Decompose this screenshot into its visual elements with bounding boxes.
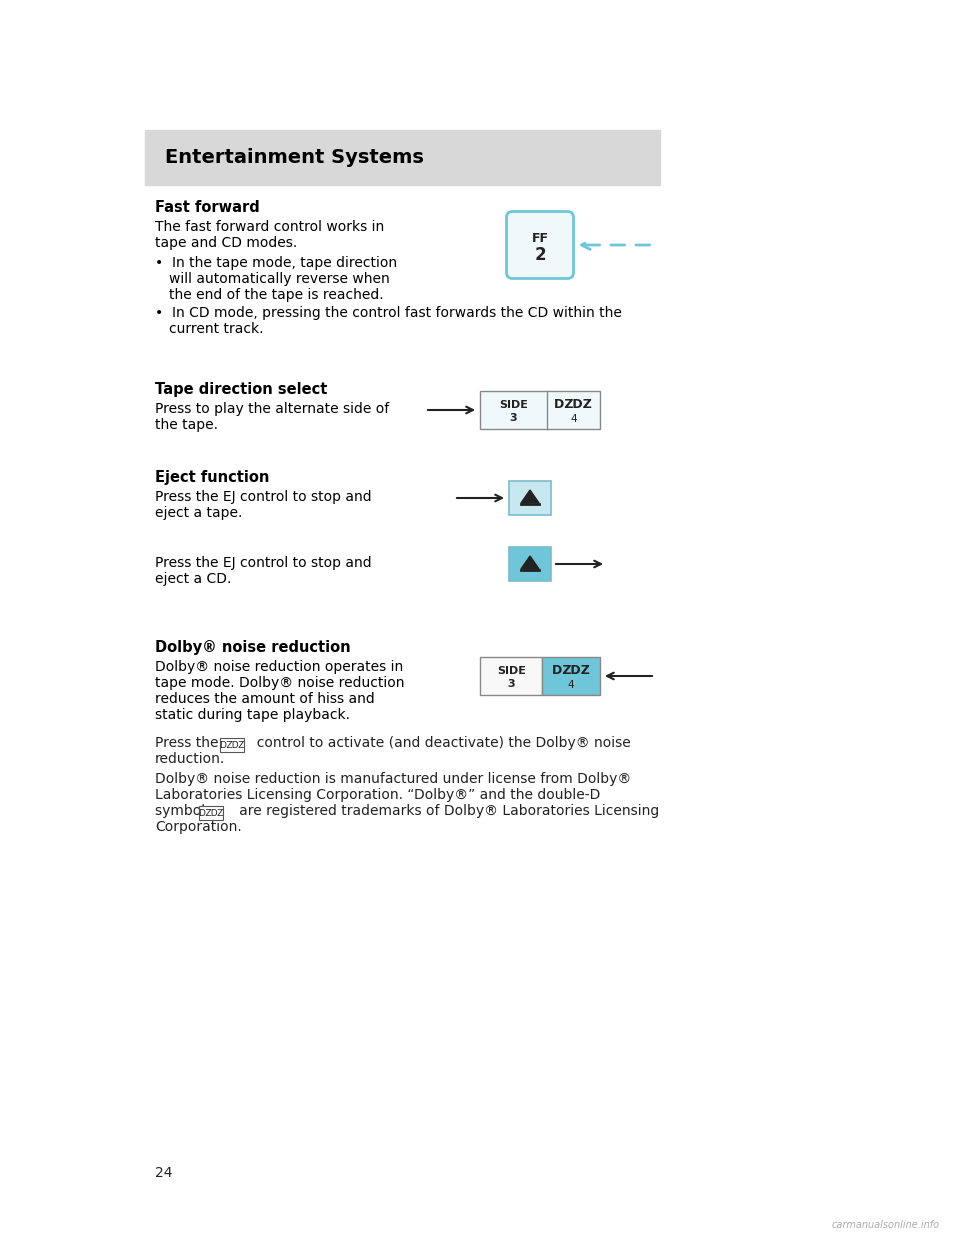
Text: Press the EJ control to stop and: Press the EJ control to stop and — [155, 491, 372, 504]
Text: The fast forward control works in: The fast forward control works in — [155, 220, 384, 233]
Text: current track.: current track. — [169, 322, 263, 337]
Text: SIDE: SIDE — [496, 666, 526, 676]
Text: Dolby® noise reduction operates in: Dolby® noise reduction operates in — [155, 660, 403, 674]
Text: ǱǱ: ǱǱ — [554, 399, 593, 411]
Text: 3: 3 — [510, 414, 517, 424]
Polygon shape — [521, 556, 539, 569]
Text: Press the EJ control to stop and: Press the EJ control to stop and — [155, 556, 372, 570]
Bar — [220, 738, 244, 751]
Bar — [480, 391, 600, 428]
Bar — [509, 481, 551, 515]
Text: reduction.: reduction. — [155, 751, 226, 766]
Text: the end of the tape is reached.: the end of the tape is reached. — [169, 288, 384, 302]
Bar — [480, 657, 542, 696]
Text: 2: 2 — [534, 246, 546, 265]
Text: control to activate (and deactivate) the Dolby® noise: control to activate (and deactivate) the… — [248, 737, 631, 750]
Text: ǱǱ: ǱǱ — [552, 664, 590, 677]
Text: reduces the amount of hiss and: reduces the amount of hiss and — [155, 692, 374, 705]
Text: SIDE: SIDE — [499, 400, 528, 410]
Text: will automatically reverse when: will automatically reverse when — [169, 272, 390, 286]
Text: 24: 24 — [155, 1166, 173, 1180]
Text: Press the: Press the — [155, 737, 223, 750]
Text: tape and CD modes.: tape and CD modes. — [155, 236, 298, 250]
Text: 4: 4 — [570, 414, 577, 424]
Text: eject a CD.: eject a CD. — [155, 573, 231, 586]
Text: tape mode. Dolby® noise reduction: tape mode. Dolby® noise reduction — [155, 676, 404, 691]
Text: 4: 4 — [568, 681, 574, 691]
Text: are registered trademarks of Dolby® Laboratories Licensing: are registered trademarks of Dolby® Labo… — [226, 804, 660, 818]
Text: Dolby® noise reduction: Dolby® noise reduction — [155, 640, 350, 655]
Bar — [509, 546, 551, 581]
Text: Press to play the alternate side of: Press to play the alternate side of — [155, 402, 389, 416]
Text: Eject function: Eject function — [155, 469, 270, 484]
Bar — [199, 806, 223, 820]
Text: FF: FF — [532, 231, 548, 245]
Text: Fast forward: Fast forward — [155, 200, 260, 215]
Text: eject a tape.: eject a tape. — [155, 505, 242, 520]
Polygon shape — [521, 491, 539, 503]
Text: ǱǱ: ǱǱ — [219, 740, 245, 749]
Bar — [542, 657, 600, 696]
Text: Laboratories Licensing Corporation. “Dolby®” and the double-D: Laboratories Licensing Corporation. “Dol… — [155, 787, 600, 802]
Text: carmanualsonline.info: carmanualsonline.info — [832, 1220, 940, 1230]
Text: Corporation.: Corporation. — [155, 820, 242, 833]
Text: ǱǱ: ǱǱ — [199, 809, 224, 817]
Text: Dolby® noise reduction is manufactured under license from Dolby®: Dolby® noise reduction is manufactured u… — [155, 773, 632, 786]
FancyBboxPatch shape — [507, 211, 573, 278]
Text: static during tape playback.: static during tape playback. — [155, 708, 350, 722]
Text: Tape direction select: Tape direction select — [155, 383, 327, 397]
Text: symbol: symbol — [155, 804, 209, 818]
Text: the tape.: the tape. — [155, 419, 218, 432]
Text: •  In CD mode, pressing the control fast forwards the CD within the: • In CD mode, pressing the control fast … — [155, 306, 622, 320]
Text: Entertainment Systems: Entertainment Systems — [165, 148, 424, 166]
Text: •  In the tape mode, tape direction: • In the tape mode, tape direction — [155, 256, 397, 270]
Text: 3: 3 — [508, 679, 515, 689]
